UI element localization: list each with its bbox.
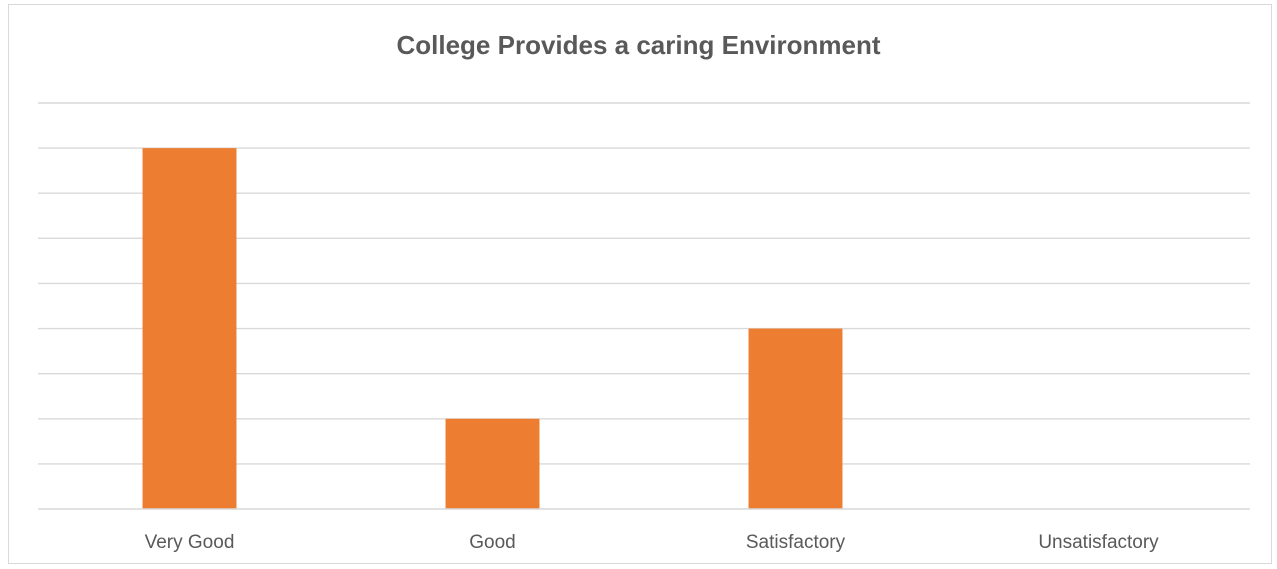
- chart-title: College Provides a caring Environment: [396, 30, 881, 60]
- x-tick-label: Good: [469, 532, 515, 553]
- x-tick-labels: Very Good Good Satisfactory Unsatisfactory: [145, 532, 1160, 553]
- bars: [142, 148, 843, 509]
- gridlines: [38, 102, 1250, 465]
- x-tick-label: Very Good: [145, 532, 235, 553]
- bar-very-good: [142, 148, 237, 509]
- bar-satisfactory: [748, 328, 843, 509]
- x-tick-label: Unsatisfactory: [1038, 532, 1159, 553]
- x-tick-label: Satisfactory: [746, 532, 846, 553]
- bar-good: [445, 418, 540, 509]
